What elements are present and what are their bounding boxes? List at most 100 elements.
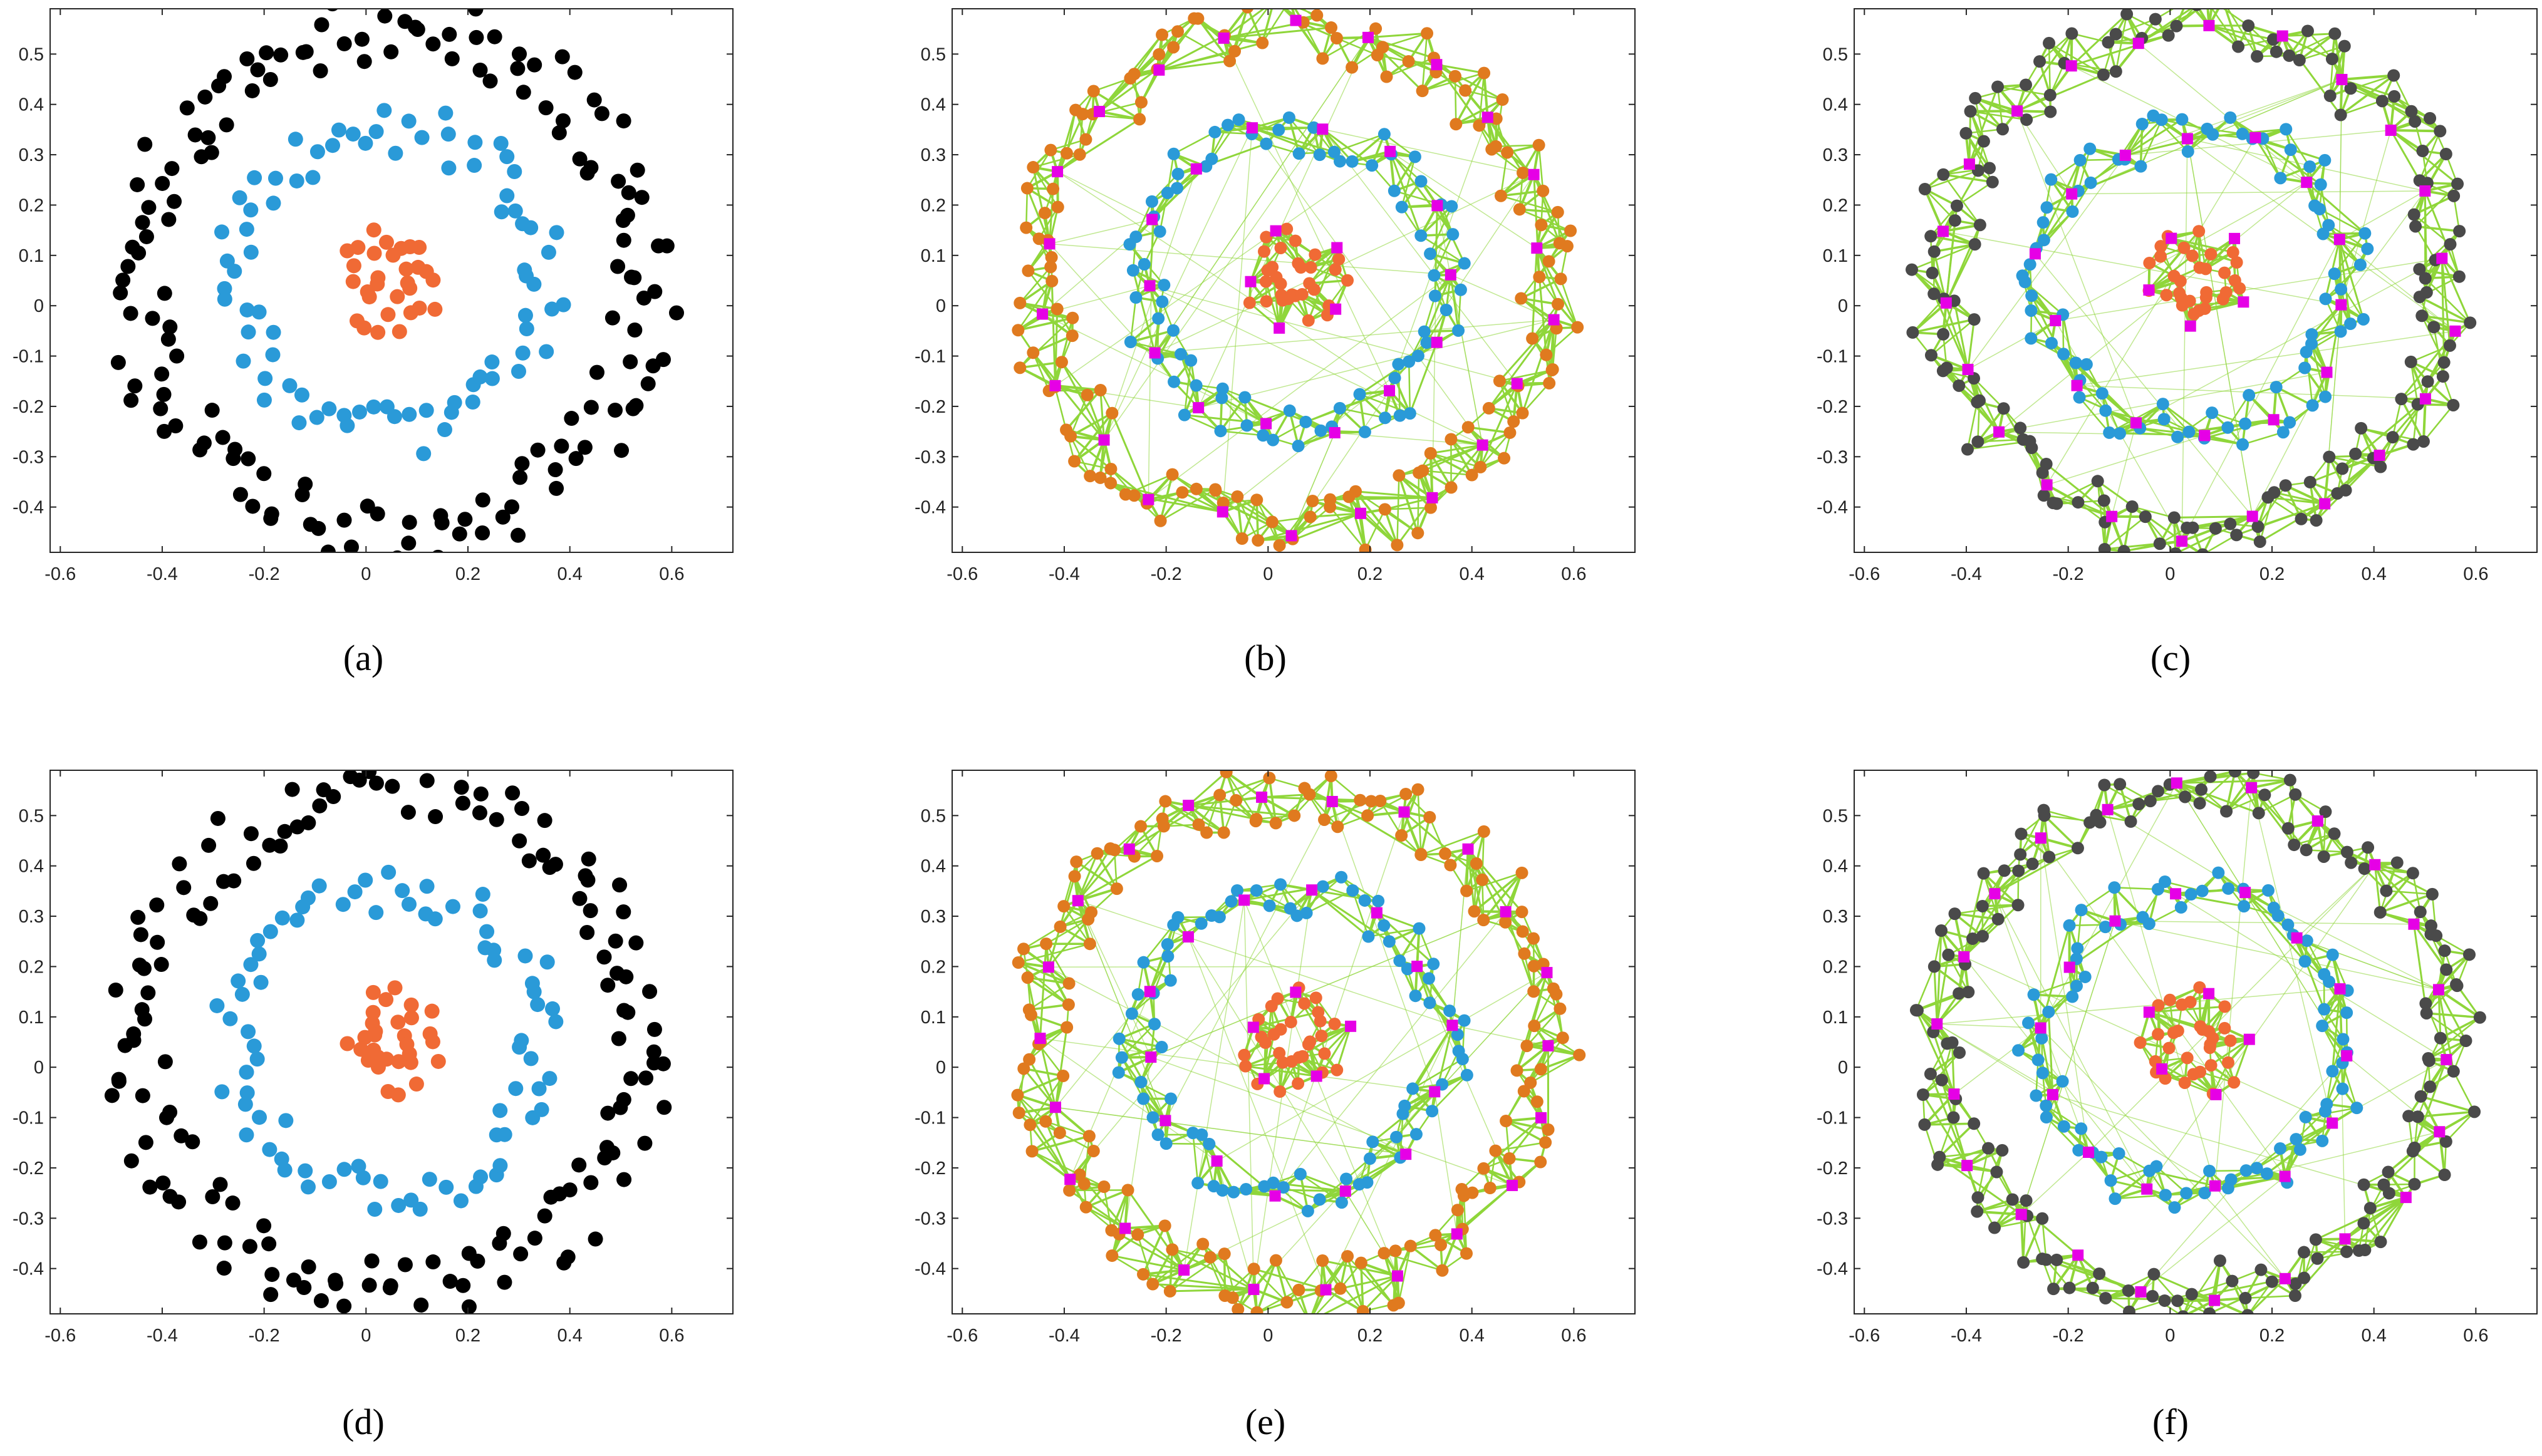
edge — [1166, 153, 1175, 194]
point-middle-ring — [1171, 182, 1184, 195]
point-outer-ring — [1380, 70, 1393, 83]
y-tick-label: 0 — [936, 1058, 946, 1078]
edge — [1275, 230, 1312, 269]
point-middle-ring — [2099, 404, 2112, 417]
point-middle-ring — [1161, 938, 1174, 951]
x-tick-label: 0 — [361, 1326, 371, 1346]
point-outer-ring — [1517, 1085, 1530, 1098]
point-middle-ring — [1191, 1177, 1205, 1190]
point-outer-ring — [123, 306, 138, 321]
point-outer-ring — [1466, 1186, 1479, 1199]
point-middle-ring — [239, 1065, 254, 1080]
edge — [1018, 942, 1091, 964]
point-outer-ring — [1554, 1002, 1567, 1015]
edge — [2115, 920, 2414, 925]
point-outer-ring — [1057, 900, 1071, 913]
edge — [1535, 211, 1559, 249]
anchor-marker — [1507, 1179, 1518, 1191]
edge — [1198, 37, 1369, 408]
point-middle-ring — [419, 879, 435, 894]
point-middle-ring — [1393, 954, 1406, 968]
point-outer-ring — [455, 795, 470, 811]
point-middle-ring — [1113, 1032, 1126, 1045]
point-middle-ring — [2147, 109, 2160, 122]
edge — [1540, 1037, 1564, 1070]
point-outer-ring — [428, 809, 444, 825]
x-tick-label: 0.6 — [659, 1326, 684, 1346]
anchor-marker — [2166, 232, 2177, 244]
edge — [1131, 1013, 1163, 1048]
x-tick-label: 0.4 — [1460, 564, 1485, 584]
point-middle-ring — [1346, 884, 1359, 897]
point-outer-ring — [637, 1135, 653, 1151]
point-outer-ring — [1953, 379, 1966, 392]
point-middle-ring — [531, 1081, 547, 1097]
anchor-marker — [1274, 322, 1285, 334]
point-outer-ring — [226, 451, 241, 467]
edge — [1983, 872, 2019, 906]
point-inner-cluster — [410, 259, 426, 275]
point-outer-ring — [513, 1246, 529, 1262]
edge — [1967, 319, 1976, 370]
point-outer-ring — [167, 194, 182, 209]
point-outer-ring — [171, 1194, 187, 1210]
edge — [1393, 156, 1416, 192]
edge — [2386, 890, 2432, 896]
x-tick-label: -0.6 — [947, 1326, 978, 1346]
point-outer-ring — [1250, 493, 1263, 507]
point-middle-ring — [2276, 426, 2290, 439]
point-middle-ring — [465, 394, 480, 410]
point-outer-ring — [1968, 238, 1981, 251]
anchor-marker — [1940, 297, 1952, 309]
point-outer-ring — [1926, 266, 1939, 279]
point-inner-cluster — [345, 274, 361, 289]
point-outer-ring — [1474, 460, 1487, 473]
edge — [1103, 127, 1253, 440]
point-outer-ring — [1252, 534, 1265, 547]
point-middle-ring — [519, 321, 534, 337]
point-outer-ring — [547, 462, 563, 478]
point-outer-ring — [594, 106, 610, 121]
point-middle-ring — [1227, 1185, 1240, 1199]
point-middle-ring — [391, 1197, 407, 1213]
point-outer-ring — [1316, 1254, 1329, 1268]
point-outer-ring — [651, 238, 667, 254]
edge — [1420, 235, 1465, 264]
point-outer-ring — [489, 812, 504, 827]
edge — [2040, 1027, 2286, 1279]
point-middle-ring — [1153, 225, 1166, 238]
edge — [1300, 1173, 1346, 1192]
anchor-marker — [2333, 234, 2345, 245]
edge — [2071, 65, 2307, 183]
anchor-marker — [1476, 439, 1488, 451]
point-outer-ring — [200, 130, 216, 145]
point-outer-ring — [1027, 161, 1040, 174]
point-outer-ring — [1477, 914, 1490, 927]
y-tick-label: 0.3 — [921, 907, 946, 927]
point-outer-ring — [1424, 447, 1437, 460]
point-outer-ring — [623, 1071, 639, 1087]
point-outer-ring — [1073, 148, 1086, 161]
edge — [1389, 151, 1537, 249]
edge — [1358, 394, 1366, 433]
point-middle-ring — [1454, 283, 1467, 296]
point-outer-ring — [273, 47, 289, 63]
anchor-marker — [1426, 492, 1438, 503]
point-inner-cluster — [390, 1015, 406, 1030]
point-middle-ring — [239, 1085, 255, 1101]
point-outer-ring — [1460, 1247, 1473, 1260]
edge — [2041, 1218, 2047, 1260]
point-middle-ring — [2114, 427, 2127, 440]
edge — [2393, 75, 2412, 112]
point-middle-ring — [484, 371, 500, 386]
point-outer-ring — [2109, 65, 2122, 78]
point-outer-ring — [400, 805, 416, 820]
point-outer-ring — [1131, 1228, 1144, 1241]
edge — [1319, 1153, 1406, 1200]
edge — [1076, 860, 1118, 890]
point-middle-ring — [1232, 113, 1245, 126]
point-middle-ring — [2037, 234, 2050, 247]
point-outer-ring — [1133, 113, 1146, 126]
point-outer-ring — [1414, 848, 1428, 861]
edge — [1224, 1268, 1255, 1296]
